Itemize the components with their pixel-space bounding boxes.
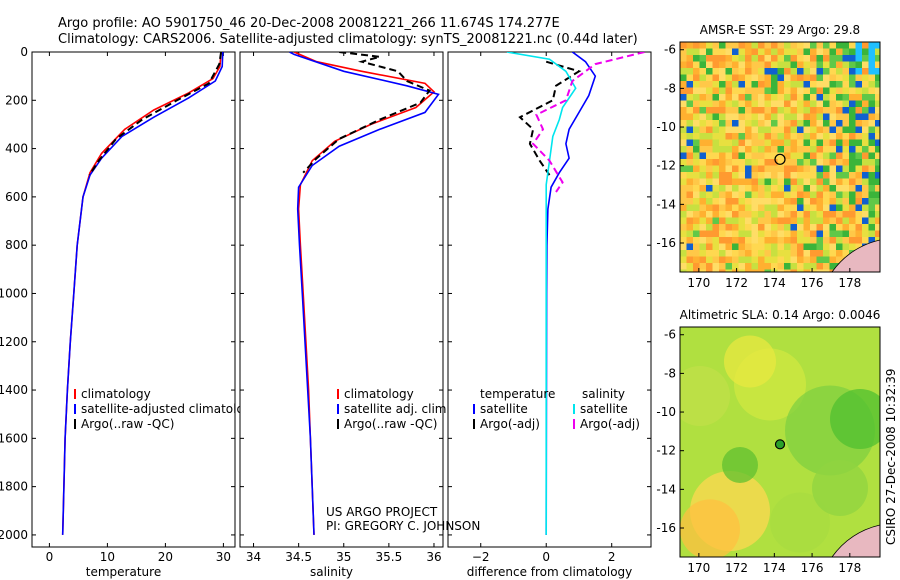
temperature-xtick-label: 10 xyxy=(100,550,115,564)
difference-legend-label: Argo(-adj) xyxy=(580,417,640,431)
sla_map-xtick-label: 170 xyxy=(687,561,710,575)
temperature-ytick-label: 2000 xyxy=(0,528,28,542)
salinity-series-1 xyxy=(289,52,440,535)
temperature-xlabel: temperature xyxy=(86,565,161,579)
temperature-ytick-label: 800 xyxy=(5,238,28,252)
salinity-profile-panel: 34 34.5 35 35.5 36 salinity climatologysatelli… xyxy=(239,51,450,579)
temperature-ytick-label: 0 xyxy=(20,45,28,59)
sla_map-xtick-label: 174 xyxy=(763,561,786,575)
sst_map-xtick-label: 172 xyxy=(725,276,748,290)
difference-series-2 xyxy=(506,52,577,535)
temperature-series-2 xyxy=(88,52,223,176)
difference-series-3 xyxy=(531,52,645,193)
sst_map-xtick-label: 174 xyxy=(763,276,786,290)
salinity-xtick-label: 34.5 xyxy=(285,550,312,564)
temperature-ytick-label: 1400 xyxy=(0,383,28,397)
project-label: US ARGO PROJECT xyxy=(326,505,438,519)
sst_map-ytick-label: -14 xyxy=(656,197,676,211)
sla_map-ytick-label: -14 xyxy=(656,482,676,496)
sst_map-xtick-label: 176 xyxy=(801,276,824,290)
sst_map-frame xyxy=(679,41,881,273)
salinity-legend-label: Argo(..raw -QC) xyxy=(344,417,437,431)
sla_map-frame xyxy=(679,326,881,558)
sst_map-ytick-label: -12 xyxy=(656,159,676,173)
temperature-ytick-label: 200 xyxy=(5,93,28,107)
difference-axes-frame xyxy=(447,51,652,548)
difference-series-1 xyxy=(518,60,582,176)
sla_map-ytick-label: -10 xyxy=(656,405,676,419)
difference-legend-header-salinity: salinity xyxy=(582,387,625,401)
sla_map-xtick-label: 176 xyxy=(801,561,824,575)
temperature-series-1 xyxy=(61,52,224,535)
sla_map-ytick-label: -6 xyxy=(664,328,676,342)
sla_map-ytick-label: -16 xyxy=(656,521,676,535)
difference-legend-label: satellite xyxy=(580,402,628,416)
temperature-ytick-label: 600 xyxy=(5,190,28,204)
difference-legend-label: satellite xyxy=(480,402,528,416)
temperature-legend-label: Argo(..raw -QC) xyxy=(81,417,174,431)
temperature-profile-panel: 0 10 20 30 0 200 400 600 800 1000 1200 1400 1600 1800… xyxy=(0,45,259,579)
salinity-xlabel: salinity xyxy=(310,565,353,579)
salinity-xtick-label: 36 xyxy=(426,550,441,564)
temperature-xtick-label: 20 xyxy=(158,550,173,564)
sla_map-coastline xyxy=(831,524,880,557)
salinity-xtick-label: 34 xyxy=(246,550,261,564)
salinity-xtick-label: 35.5 xyxy=(376,550,403,564)
temperature-legend-label: satellite-adjusted climatology xyxy=(81,402,259,416)
sst-map-panel: AMSR-E SST: 29 Argo: 29.8 170 172 174 176 178… xyxy=(656,23,881,290)
sla_map-title: Altimetric SLA: 0.14 Argo: 0.0046 xyxy=(680,308,881,322)
difference-xtick-label: 0 xyxy=(542,550,550,564)
sst_map-xtick-label: 170 xyxy=(687,276,710,290)
temperature-xtick-label: 0 xyxy=(46,550,54,564)
temperature-ytick-label: 400 xyxy=(5,142,28,156)
difference-series-0 xyxy=(545,52,597,535)
temperature-ytick-label: 1800 xyxy=(0,480,28,494)
sla_map-ytick-label: -12 xyxy=(656,444,676,458)
salinity-axes-frame xyxy=(239,51,444,548)
temperature-xtick-label: 30 xyxy=(216,550,231,564)
credit-label: CSIRO 27-Dec-2008 10:32:39 xyxy=(884,368,898,545)
difference-xlabel: difference from climatology xyxy=(467,565,633,579)
sst_map-xtick-label: 178 xyxy=(838,276,861,290)
sla_map-xtick-label: 172 xyxy=(725,561,748,575)
difference-xtick-label: −2 xyxy=(472,550,490,564)
salinity-xtick-label: 35 xyxy=(336,550,351,564)
salinity-series-2 xyxy=(302,52,432,174)
temperature-axes-frame xyxy=(31,51,236,548)
sst_map-ytick-label: -6 xyxy=(664,43,676,57)
sla_map-float-marker xyxy=(774,439,786,450)
temperature-ytick-label: 1000 xyxy=(0,286,28,300)
pi-label: PI: GREGORY C. JOHNSON xyxy=(326,519,480,533)
sla_map-xtick-label: 178 xyxy=(838,561,861,575)
temperature-ytick-label: 1600 xyxy=(0,431,28,445)
difference-legend-label: Argo(-adj) xyxy=(480,417,540,431)
sst_map-title: AMSR-E SST: 29 Argo: 29.8 xyxy=(700,23,860,37)
sst_map-ytick-label: -8 xyxy=(664,81,676,95)
sla_map-ytick-label: -8 xyxy=(664,366,676,380)
difference-legend-header-temperature: temperature xyxy=(480,387,555,401)
sst_map-float-marker xyxy=(774,153,786,165)
temperature-ytick-label: 1200 xyxy=(0,335,28,349)
sst_map-coastline xyxy=(831,239,880,272)
sst_map-ytick-label: -16 xyxy=(656,236,676,250)
sst_map-field xyxy=(680,42,880,272)
salinity-legend-label: satellite adj. clim. xyxy=(344,402,450,416)
sst_map-ytick-label: -10 xyxy=(656,120,676,134)
header-line-1: Argo profile: AO 5901750_46 20-Dec-2008 … xyxy=(58,16,560,31)
temperature-legend-label: climatology xyxy=(81,387,151,401)
header-line-2: Climatology: CARS2006. Satellite-adjuste… xyxy=(58,32,638,47)
sla-map-panel: Altimetric SLA: 0.14 Argo: 0.0046 170 172 1… xyxy=(656,308,881,575)
salinity-legend-label: climatology xyxy=(344,387,414,401)
difference-xtick-label: 2 xyxy=(608,550,616,564)
